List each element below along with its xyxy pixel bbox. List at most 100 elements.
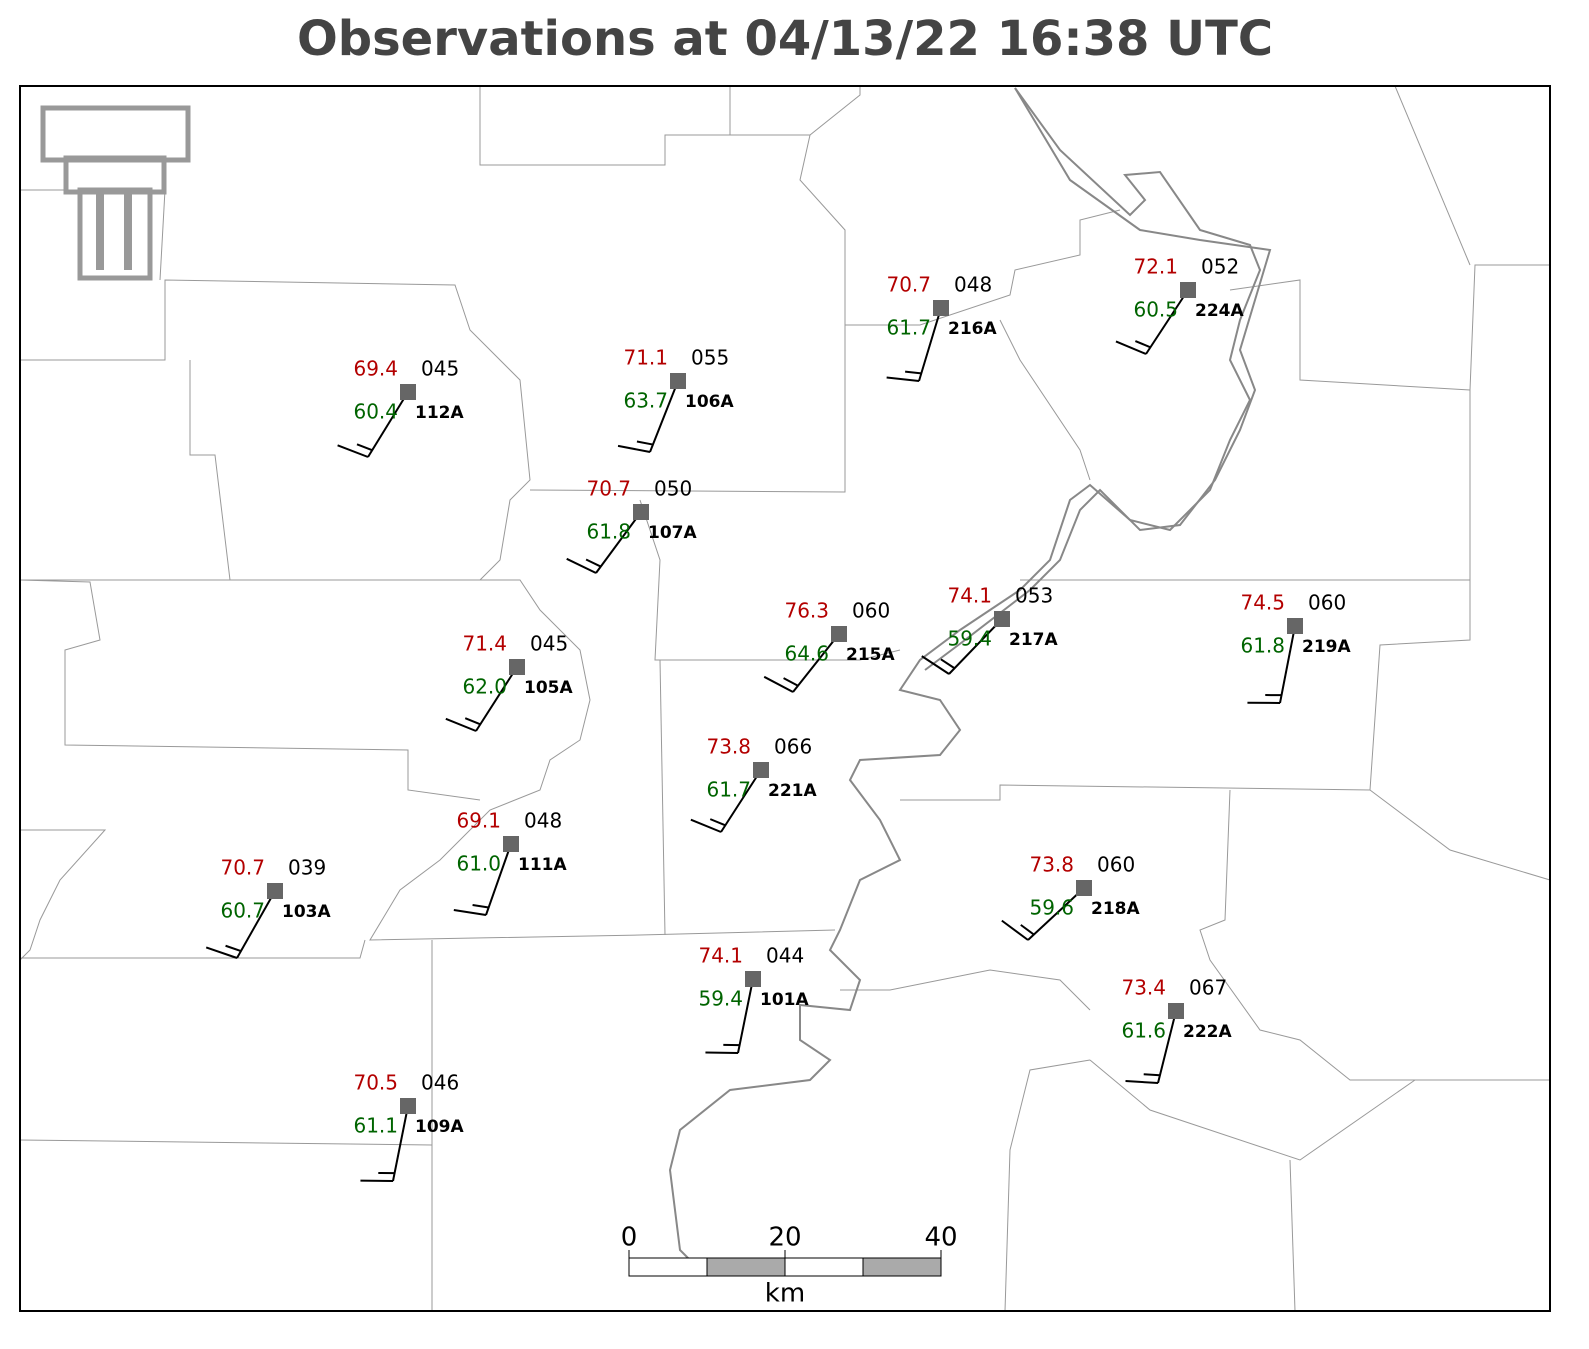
station-marker — [670, 373, 686, 389]
dewpoint: 59.6 — [1029, 896, 1074, 920]
map-title: Observations at 04/13/22 16:38 UTC — [297, 11, 1273, 67]
temperature: 69.1 — [456, 809, 501, 833]
station-marker — [745, 971, 761, 987]
dewpoint: 64.6 — [784, 642, 829, 666]
station: 74.5 060 61.8 219A — [1240, 591, 1351, 704]
station: 73.4 067 61.6 222A — [1121, 976, 1232, 1084]
dewpoint: 60.7 — [220, 899, 265, 923]
station-id: 216A — [948, 319, 997, 339]
pressure: 053 — [1015, 584, 1053, 608]
station: 70.7 048 61.7 216A — [886, 273, 997, 382]
wind-barb — [921, 655, 950, 675]
temperature: 71.1 — [623, 346, 668, 370]
station: 70.7 039 60.7 103A — [205, 856, 331, 959]
pressure: 060 — [1308, 591, 1346, 615]
wind-barb-staff — [948, 618, 1003, 675]
dewpoint: 61.7 — [706, 778, 751, 802]
station: 70.5 046 61.1 109A — [353, 1071, 464, 1182]
station-id: 101A — [760, 990, 809, 1010]
wind-barb-staff — [737, 978, 754, 1054]
dewpoint: 59.4 — [698, 987, 743, 1011]
station: 69.4 045 60.4 112A — [337, 357, 464, 458]
pressure: 060 — [852, 599, 890, 623]
station-marker — [933, 300, 949, 316]
temperature: 70.7 — [886, 273, 931, 297]
pressure: 052 — [1201, 255, 1239, 279]
station-id: 215A — [846, 645, 895, 665]
station: 71.1 055 63.7 106A — [617, 346, 734, 453]
pressure: 048 — [954, 273, 992, 297]
station-marker — [267, 883, 283, 899]
station-id: 111A — [518, 855, 567, 875]
wind-barb — [905, 370, 922, 375]
wind-barb — [783, 677, 799, 687]
wind-barb — [763, 675, 794, 693]
wind-barb-staff — [918, 307, 942, 382]
map-frame — [19, 85, 1551, 1312]
wind-barb — [464, 717, 481, 726]
station: 74.1 044 59.4 101A — [698, 944, 809, 1054]
scale-tick-label: 20 — [768, 1223, 801, 1253]
wind-barb — [585, 558, 602, 568]
wind-barb — [636, 440, 654, 446]
dewpoint: 61.8 — [1240, 634, 1285, 658]
wind-barb — [1125, 1080, 1159, 1084]
station-id: 222A — [1183, 1022, 1232, 1042]
logo — [40, 105, 191, 281]
temperature: 76.3 — [784, 599, 829, 623]
scale-segment — [784, 1257, 864, 1277]
pressure: 044 — [766, 944, 804, 968]
wind-barb — [690, 818, 722, 833]
wind-barb — [337, 444, 369, 458]
station: 74.1 053 59.4 217A — [921, 584, 1058, 675]
station: 76.3 060 64.6 215A — [763, 599, 895, 693]
wind-barb — [709, 818, 726, 827]
dewpoint: 60.5 — [1133, 298, 1178, 322]
wind-barb-staff — [367, 391, 409, 458]
scale-segment — [706, 1257, 786, 1277]
station-id: 103A — [282, 902, 331, 922]
station-id: 112A — [415, 403, 464, 423]
station-marker — [1180, 282, 1196, 298]
station-id: 224A — [1195, 301, 1244, 321]
dewpoint: 61.1 — [353, 1114, 398, 1138]
wind-barb-staff — [1279, 625, 1296, 704]
temperature: 74.5 — [1240, 591, 1285, 615]
pressure: 039 — [288, 856, 326, 880]
wind-barb — [1115, 340, 1147, 355]
station-id: 221A — [768, 781, 817, 801]
temperature: 72.1 — [1133, 255, 1178, 279]
temperature: 74.1 — [947, 584, 992, 608]
scale-bar: 0 20 40 km — [621, 1223, 958, 1309]
station-marker — [400, 384, 416, 400]
scale-unit: km — [765, 1279, 805, 1309]
temperature: 74.1 — [698, 944, 743, 968]
temperature: 70.5 — [353, 1071, 398, 1095]
scale-tick-label: 0 — [621, 1223, 638, 1253]
wind-barb — [445, 717, 477, 732]
scale-segment — [862, 1257, 942, 1277]
wind-barb — [472, 903, 489, 909]
station-marker — [1076, 880, 1092, 896]
scale-tick-label: 40 — [924, 1223, 957, 1253]
station-marker — [1168, 1003, 1184, 1019]
pressure: 055 — [691, 346, 729, 370]
pressure: 046 — [421, 1071, 459, 1095]
wind-barb — [453, 909, 487, 916]
pressure: 045 — [530, 632, 568, 656]
pressure: 045 — [421, 357, 459, 381]
pressure: 067 — [1189, 976, 1227, 1000]
dewpoint: 61.0 — [456, 852, 501, 876]
station-id: 109A — [415, 1117, 464, 1137]
wind-barb — [1143, 1073, 1160, 1077]
station: 73.8 066 61.7 221A — [690, 735, 817, 833]
pressure: 048 — [524, 809, 562, 833]
wind-barb-staff — [1157, 1010, 1177, 1084]
dewpoint: 59.4 — [947, 627, 992, 651]
station-marker — [503, 836, 519, 852]
wind-barb-staff — [595, 511, 642, 574]
temperature: 70.7 — [220, 856, 265, 880]
wind-barb — [617, 444, 651, 453]
boundaries — [19, 85, 1551, 1312]
